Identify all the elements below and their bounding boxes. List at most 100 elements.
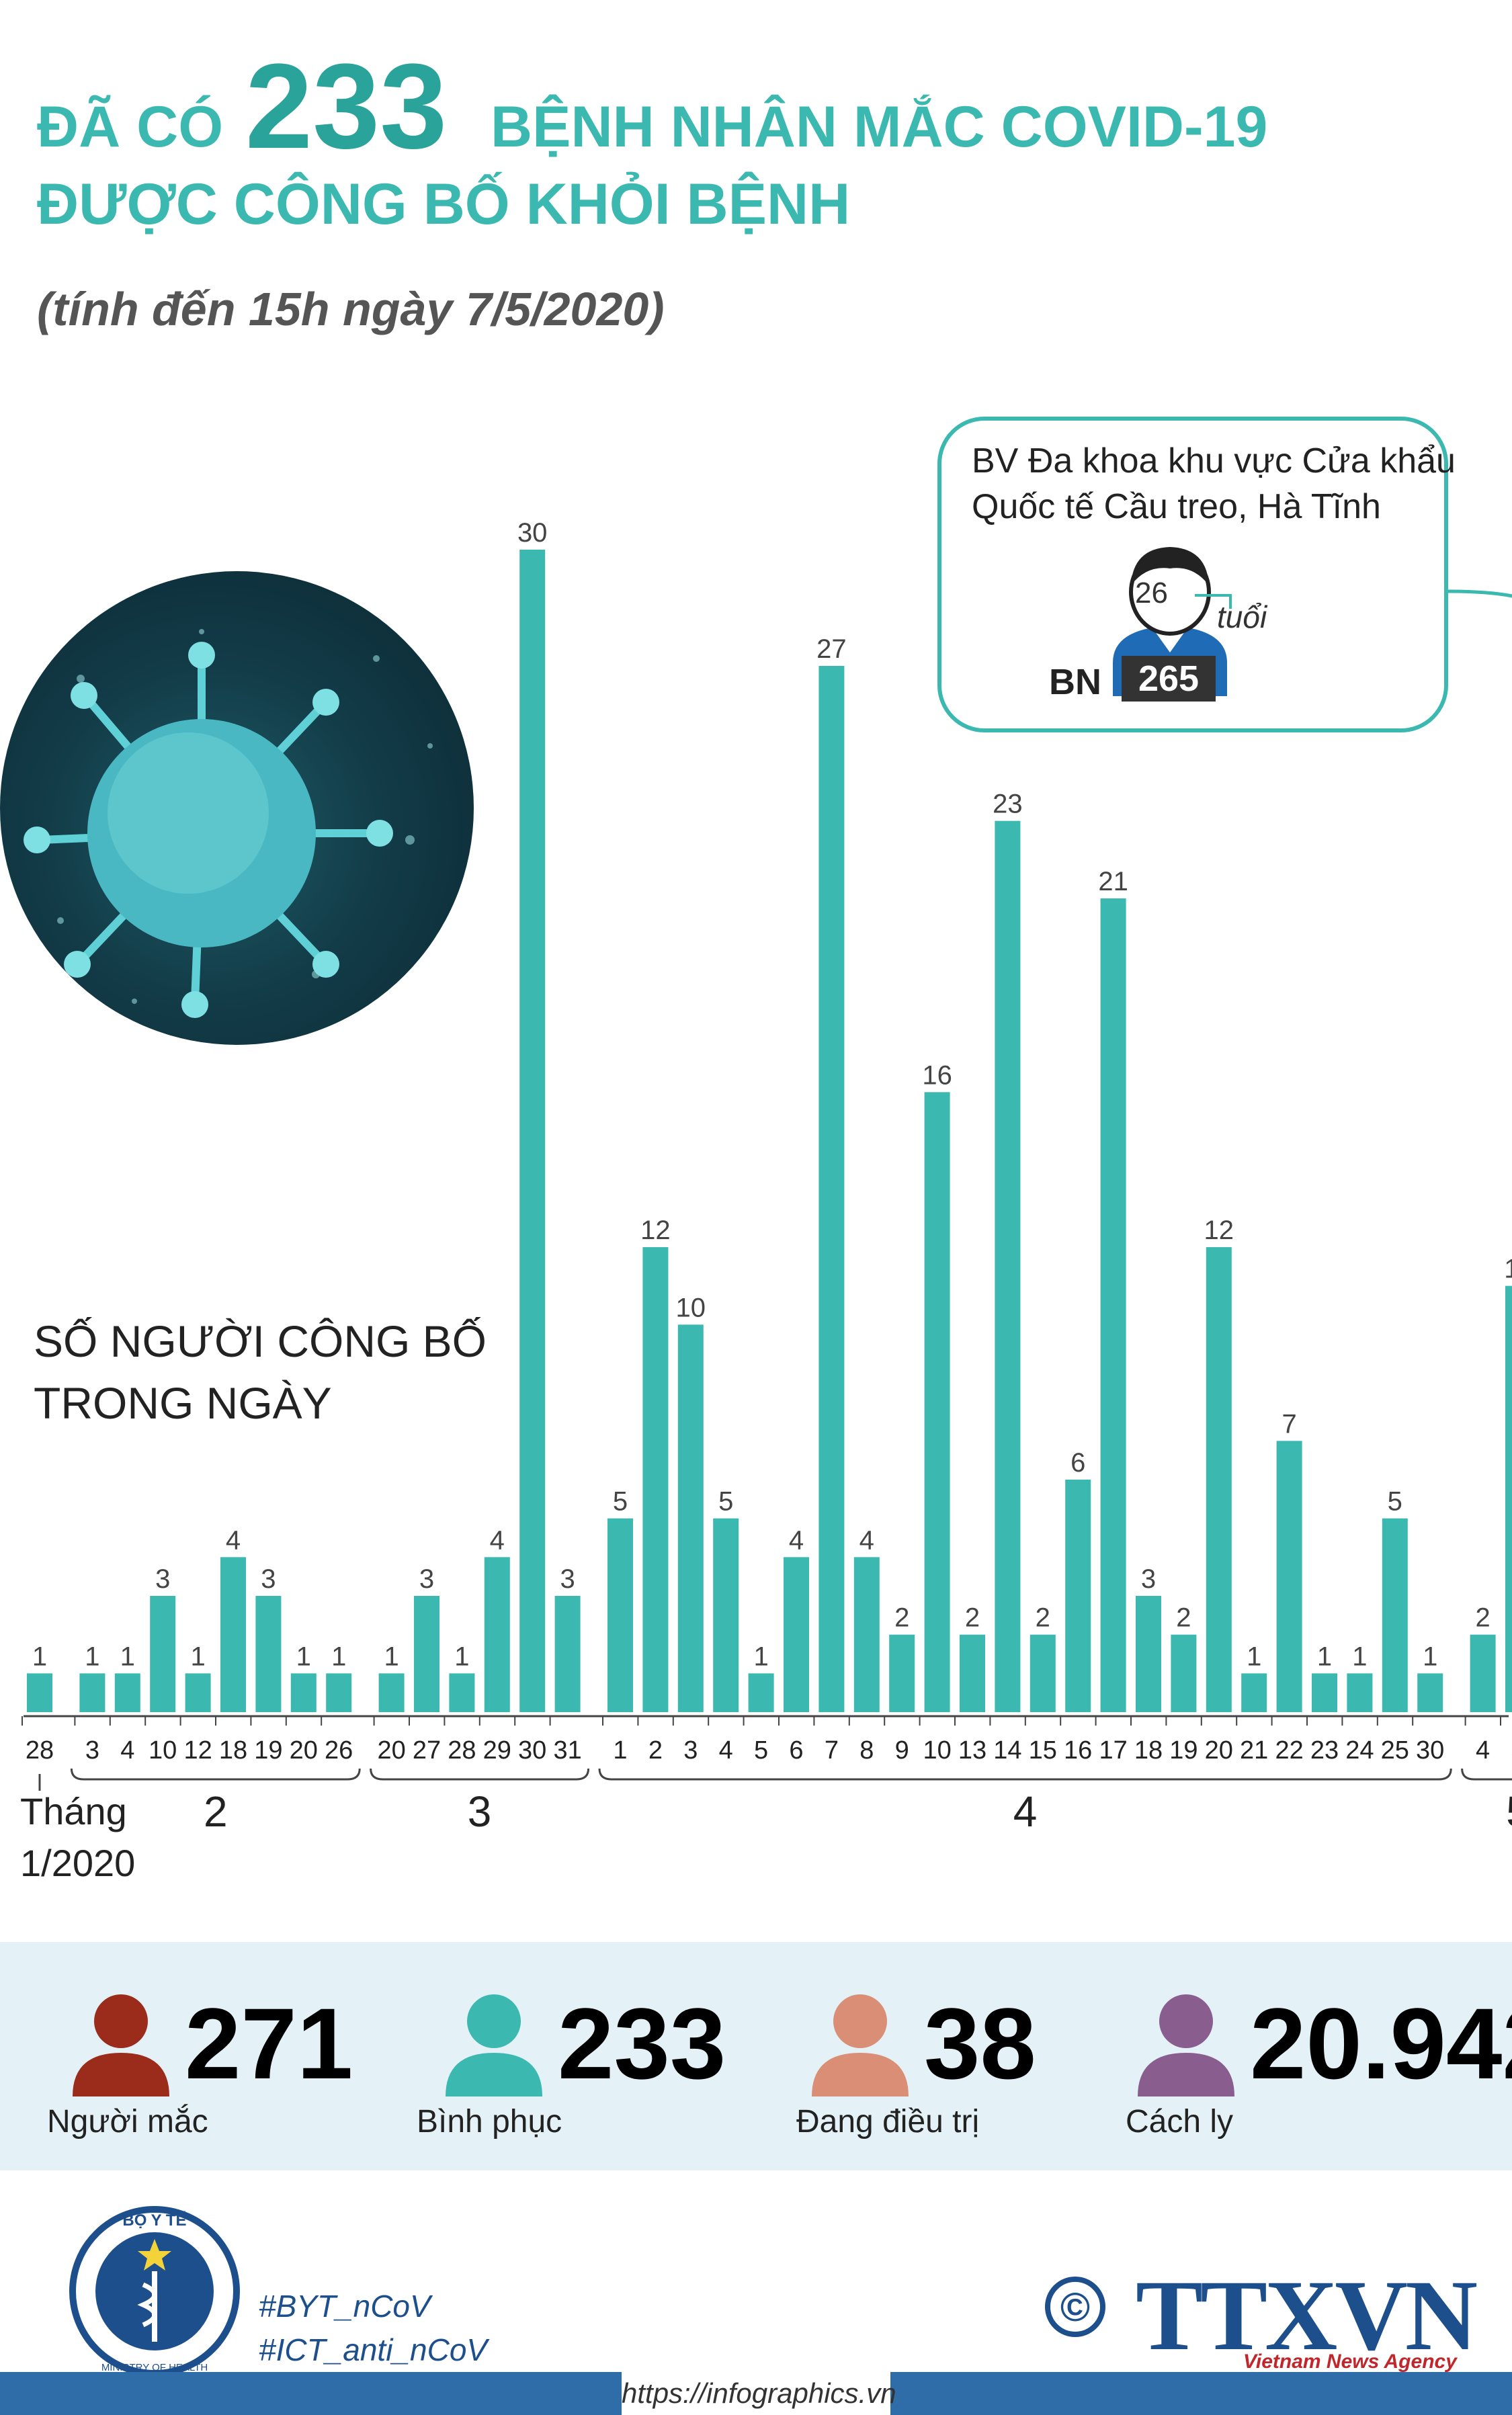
bar-value-label: 1 (384, 1642, 398, 1671)
person-head (833, 1994, 887, 2048)
bar-value-label: 2 (1176, 1603, 1191, 1633)
person-body (812, 2053, 909, 2096)
footer-url[interactable]: https://infographics.vn (622, 2372, 896, 2415)
bar-value-label: 3 (261, 1564, 276, 1594)
chart-bar (554, 1596, 581, 1712)
x-tick-label: 25 (1381, 1736, 1409, 1765)
month-label-year: 1/2020 (20, 1842, 135, 1884)
callout-age-unit: tuổi (1217, 599, 1267, 634)
x-tick-label: 10 (149, 1736, 177, 1765)
bar-value-label: 1 (1352, 1642, 1367, 1671)
subtitle-date: (tính đến 15h ngày 7/5/2020) (37, 283, 665, 335)
x-tick-label: 24 (1345, 1736, 1374, 1765)
stat-treating-label: Đang điều trị (796, 2104, 980, 2139)
bar-value-label: 1 (1247, 1642, 1261, 1671)
chart-bar (960, 1634, 985, 1712)
stats-band (0, 1942, 1512, 2170)
bar-value-label: 5 (1388, 1487, 1402, 1517)
chart-bar (748, 1673, 774, 1712)
ministry-logo-text-en: MINISTRY OF HEALTH (101, 2362, 208, 2373)
x-tick-label: 29 (483, 1736, 511, 1765)
bar-value-label: 4 (490, 1525, 505, 1555)
person-icon (812, 1994, 909, 2096)
chart-bar (1470, 1634, 1496, 1712)
bar-value-label: 27 (816, 634, 847, 664)
chart-bar (185, 1673, 211, 1712)
callout-connector (1447, 589, 1512, 598)
x-tick-label: 15 (1029, 1736, 1057, 1765)
bar-value-label: 1 (32, 1642, 47, 1671)
x-tick-label: 28 (26, 1736, 54, 1765)
age-arrow-icon (1195, 594, 1232, 609)
x-tick-label: 22 (1275, 1736, 1303, 1765)
chart-bar (1030, 1634, 1056, 1712)
chart-bar (607, 1518, 633, 1712)
chart-bar (27, 1673, 52, 1712)
x-tick-label: 18 (1134, 1736, 1163, 1765)
chart-label: SỐ NGƯỜI CÔNG BỐ TRONG NGÀY (34, 1310, 487, 1434)
stat-quarantine-label: Cách ly (1126, 2104, 1234, 2139)
x-tick-label: 9 (895, 1736, 909, 1765)
stat-quarantine-value: 20.942 (1250, 1987, 1512, 2100)
person-icon (446, 1994, 542, 2096)
x-tick-label: 18 (219, 1736, 247, 1765)
x-tick-label: 30 (1416, 1736, 1444, 1765)
person-body (73, 2053, 169, 2096)
person-head (94, 1994, 148, 2048)
chart-bar (1171, 1634, 1197, 1712)
chart-bar (449, 1673, 475, 1712)
x-tick-label: 5 (1511, 1736, 1512, 1765)
chart-bar (1241, 1673, 1267, 1712)
chart-label-line-2: TRONG NGÀY (34, 1378, 332, 1428)
x-tick-label: 4 (1476, 1736, 1490, 1765)
chart-label-line-1: SỐ NGƯỜI CÔNG BỐ (34, 1316, 487, 1366)
bar-value-label: 1 (331, 1642, 346, 1671)
chart-bar (255, 1596, 282, 1712)
x-tick-label: 2 (648, 1736, 663, 1765)
x-tick-label: 20 (290, 1736, 318, 1765)
ttxvn-subtitle: Vietnam News Agency (1243, 2350, 1457, 2373)
bar-value-label: 1 (296, 1642, 311, 1671)
bar-value-label: 1 (120, 1642, 135, 1671)
bar-value-label: 16 (922, 1060, 952, 1090)
x-tick-label: 21 (1240, 1736, 1268, 1765)
x-tick-label: 16 (1064, 1736, 1092, 1765)
x-tick-label: 27 (413, 1736, 441, 1765)
bar-value-label: 23 (993, 790, 1023, 819)
bar-value-label: 11 (1504, 1255, 1512, 1284)
stat-infected-value: 271 (185, 1987, 353, 2100)
hashtag-2: #ICT_anti_nCoV (259, 2332, 488, 2367)
x-tick-label: 31 (553, 1736, 581, 1765)
x-tick-label: 8 (859, 1736, 874, 1765)
chart-bar (713, 1518, 739, 1712)
chart-bar (1206, 1247, 1232, 1712)
chart-bar (150, 1596, 176, 1712)
month-bracket (1461, 1768, 1512, 1781)
month-label: 4 (1013, 1787, 1038, 1836)
chart-bar (1347, 1673, 1373, 1712)
x-tick-label: 4 (719, 1736, 733, 1765)
bar-value-label: 1 (454, 1642, 469, 1671)
bar-value-label: 3 (419, 1564, 434, 1594)
title-number: 233 (245, 39, 448, 174)
bar-value-label: 4 (226, 1525, 241, 1555)
title-suffix: BỆNH NHÂN MẮC COVID-19 (491, 95, 1268, 159)
bar-value-label: 5 (718, 1487, 733, 1517)
bar-value-label: 1 (753, 1642, 768, 1671)
x-tick-label: 14 (993, 1736, 1021, 1765)
virus-illustration (0, 571, 474, 1045)
bar-value-label: 10 (676, 1293, 706, 1322)
x-tick-label: 30 (518, 1736, 546, 1765)
chart-bar (1136, 1596, 1161, 1712)
copyright-icon: © (1045, 2277, 1105, 2337)
ministry-logo-text: BỘ Y TẾ (122, 2211, 186, 2230)
bar-value-label: 3 (560, 1564, 575, 1594)
title-line-2: ĐƯỢC CÔNG BỐ KHỎI BỆNH (37, 172, 851, 237)
chart-bar (1276, 1441, 1302, 1712)
x-tick-label: 12 (183, 1736, 212, 1765)
chart-bar (995, 820, 1021, 1712)
chart-bar (1100, 898, 1126, 1712)
chart-bar (326, 1673, 352, 1712)
callout-hospital-line-2: Quốc tế Cầu treo, Hà Tĩnh (972, 487, 1381, 526)
patient-callout: BV Đa khoa khu vực Cửa khẩu Quốc tế Cầu … (937, 417, 1456, 732)
